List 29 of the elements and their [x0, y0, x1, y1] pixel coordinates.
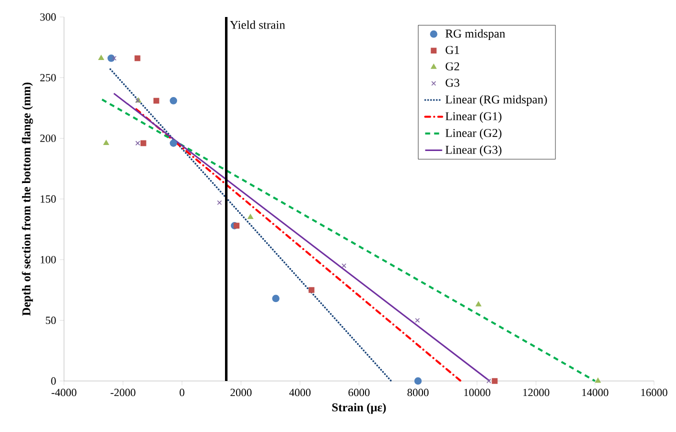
x-tick-label: 14000	[582, 388, 608, 396]
x-axis-title: Strain (με)	[332, 403, 386, 414]
y-axis-title: Depth of section from the bottom flange (mm)	[22, 82, 33, 316]
legend-label: G2	[446, 62, 460, 70]
legend-label: Linear (G1)	[446, 112, 502, 123]
x-tick-label: 16000	[641, 388, 668, 396]
x-tick-label: -4000	[52, 388, 76, 396]
x-tick-label: -2000	[110, 388, 136, 396]
x-tick-label: 6000	[348, 388, 370, 396]
x-tick-label: 10000	[464, 388, 490, 396]
legend-label: G1	[446, 46, 460, 54]
legend-label: Linear (G3)	[446, 145, 502, 156]
legend-label: Linear (RG midspan)	[446, 95, 547, 106]
y-tick-label: 300	[40, 13, 56, 21]
y-tick-label: 250	[40, 74, 56, 82]
y-tick-label: 150	[40, 195, 56, 203]
x-tick-label: 8000	[407, 388, 429, 396]
legend-label: RG midspan	[446, 29, 506, 40]
legend-label: G3	[446, 78, 460, 87]
x-tick-label: 4000	[289, 388, 311, 396]
x-tick-label: 0	[180, 388, 184, 396]
legend-label: Linear (G2)	[446, 128, 502, 140]
y-tick-label: 100	[40, 256, 56, 264]
ref-line-label: Yield strain	[230, 20, 286, 29]
y-tick-label: 0	[51, 377, 56, 385]
x-tick-label: 12000	[523, 388, 550, 396]
y-tick-label: 50	[46, 316, 56, 324]
x-tick-label: 2000	[230, 388, 252, 396]
y-tick-label: 200	[40, 134, 56, 142]
